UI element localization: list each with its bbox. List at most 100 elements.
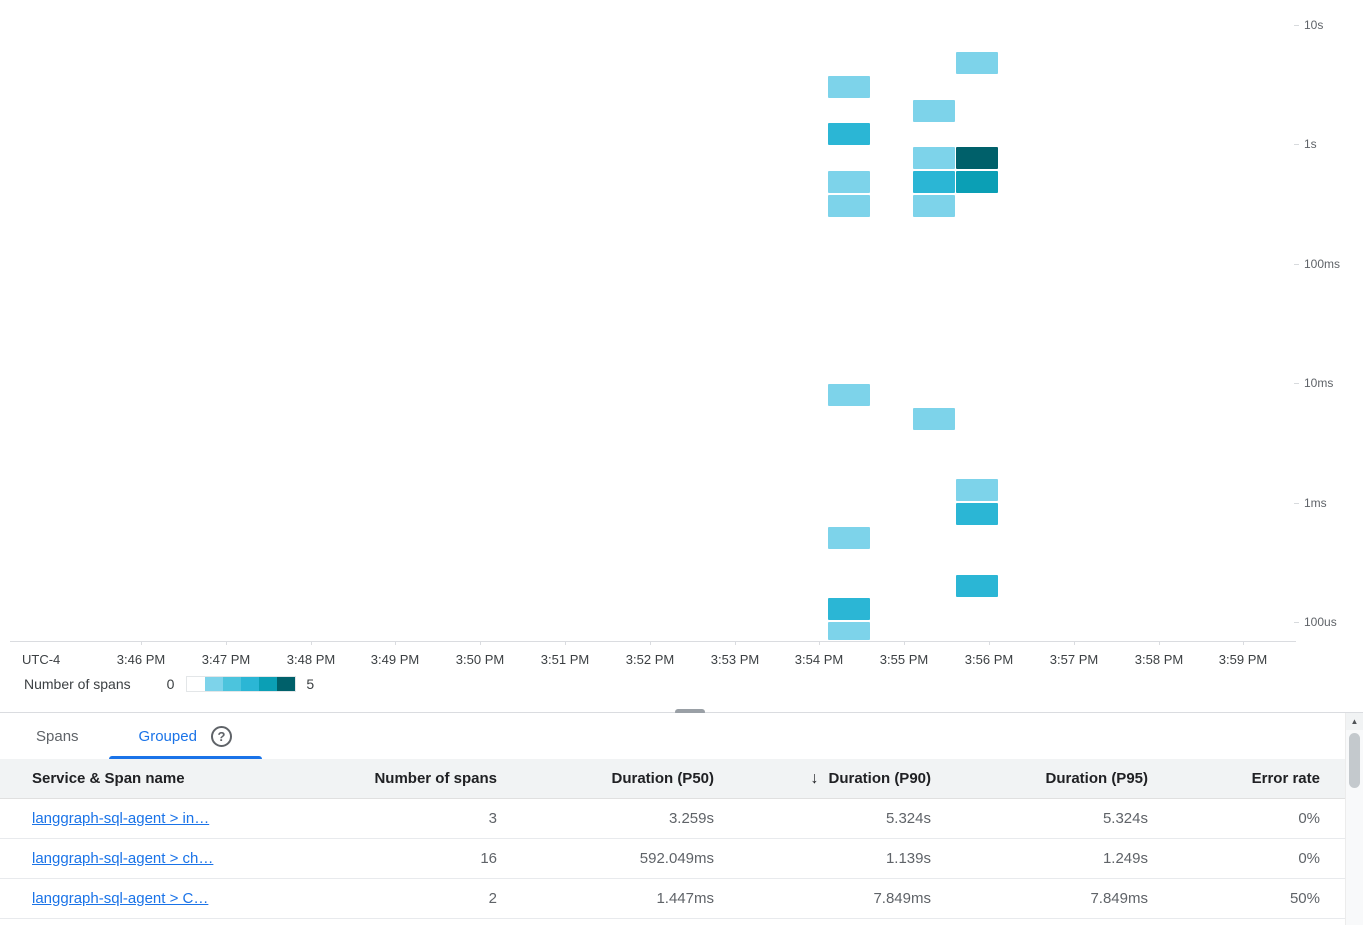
column-header-duration-p95[interactable]: Duration (P95) bbox=[931, 770, 1148, 787]
x-axis-label: 3:47 PM bbox=[201, 652, 251, 667]
table-row: langgraph-sql-agent > ch… 16 592.049ms 1.13… bbox=[0, 839, 1345, 879]
x-axis-tick bbox=[1074, 641, 1075, 645]
heatmap-cell[interactable] bbox=[956, 503, 998, 525]
column-header-service-span-name[interactable]: Service & Span name bbox=[0, 770, 297, 787]
y-axis-tick bbox=[1294, 383, 1299, 384]
cell-number-of-spans: 16 bbox=[480, 850, 497, 867]
tab-spans[interactable]: Spans bbox=[6, 713, 109, 759]
legend-swatch bbox=[277, 677, 296, 691]
table-header: Service & Span name Number of spans Durati… bbox=[0, 759, 1345, 799]
x-axis-label: 3:57 PM bbox=[1049, 652, 1099, 667]
heatmap-cell[interactable] bbox=[956, 171, 998, 193]
table-row: langgraph-sql-agent > C… 2 1.447ms 7.849ms 7… bbox=[0, 879, 1345, 919]
help-icon[interactable]: ? bbox=[210, 725, 232, 747]
legend-swatch bbox=[223, 677, 242, 691]
x-axis-label: 3:51 PM bbox=[540, 652, 590, 667]
x-axis-label: 3:56 PM bbox=[964, 652, 1014, 667]
cell-span-name: langgraph-sql-agent > C… bbox=[0, 890, 297, 907]
legend-min-value: 0 bbox=[166, 676, 175, 692]
x-axis-label: 3:49 PM bbox=[370, 652, 420, 667]
x-axis-label: 3:48 PM bbox=[286, 652, 336, 667]
scrollbar-thumb[interactable] bbox=[1349, 733, 1360, 788]
column-header-label: Error rate bbox=[1251, 770, 1320, 787]
cell-duration-p90: 5.324s bbox=[885, 810, 931, 827]
y-axis-tick bbox=[1294, 264, 1299, 265]
y-axis-label: 100us bbox=[1304, 615, 1337, 629]
legend-gradient bbox=[186, 676, 297, 692]
x-axis-tick bbox=[311, 641, 312, 645]
legend-label: Number of spans bbox=[24, 676, 131, 692]
heatmap-cell[interactable] bbox=[956, 147, 998, 169]
cell-duration-p90: 7.849ms bbox=[873, 890, 931, 907]
y-axis-label: 10ms bbox=[1304, 376, 1334, 390]
legend-swatch bbox=[205, 677, 224, 691]
tab-grouped-label: Grouped bbox=[138, 727, 197, 745]
span-name-link[interactable]: langgraph-sql-agent > ch… bbox=[32, 850, 214, 867]
x-axis-tick bbox=[565, 641, 566, 645]
x-axis-tick bbox=[904, 641, 905, 645]
vertical-scrollbar[interactable]: ▲ bbox=[1345, 713, 1363, 925]
cell-number-of-spans: 2 bbox=[488, 890, 497, 907]
x-axis-tick bbox=[989, 641, 990, 645]
tab-grouped[interactable]: Grouped ? bbox=[108, 713, 263, 759]
cell-number-of-spans: 3 bbox=[488, 810, 497, 827]
column-header-label: Duration (P95) bbox=[1045, 770, 1148, 787]
legend-swatch bbox=[241, 677, 260, 691]
x-axis-tick bbox=[650, 641, 651, 645]
x-axis-label: 3:54 PM bbox=[794, 652, 844, 667]
x-axis-label: 3:50 PM bbox=[455, 652, 505, 667]
heatmap-cell[interactable] bbox=[828, 622, 870, 640]
column-header-duration-p90[interactable]: ↓ Duration (P90) bbox=[714, 770, 931, 788]
x-axis-label: 3:59 PM bbox=[1218, 652, 1268, 667]
y-axis-label: 1ms bbox=[1304, 496, 1327, 510]
cell-error-rate: 0% bbox=[1298, 850, 1320, 867]
heatmap-cell[interactable] bbox=[913, 171, 955, 193]
heatmap-cell[interactable] bbox=[956, 575, 998, 597]
spans-panel: Spans Grouped ? Service & Span name Numbe… bbox=[0, 713, 1345, 925]
heatmap-cell[interactable] bbox=[913, 147, 955, 169]
scroll-up-button[interactable]: ▲ bbox=[1346, 713, 1363, 730]
heatmap-cell[interactable] bbox=[828, 598, 870, 620]
heatmap-cell[interactable] bbox=[828, 384, 870, 406]
x-axis-line bbox=[10, 641, 1296, 642]
x-axis-tick bbox=[735, 641, 736, 645]
column-header-label: Duration (P50) bbox=[611, 770, 714, 787]
heatmap-cell[interactable] bbox=[913, 195, 955, 217]
cell-duration-p95: 1.249s bbox=[1102, 850, 1148, 867]
cell-span-name: langgraph-sql-agent > in… bbox=[0, 810, 297, 827]
tab-bar: Spans Grouped ? bbox=[0, 713, 1345, 759]
column-header-label: Duration (P90) bbox=[828, 769, 931, 787]
heatmap-cell[interactable] bbox=[956, 52, 998, 74]
column-header-number-of-spans[interactable]: Number of spans bbox=[297, 770, 497, 787]
x-axis-tick bbox=[395, 641, 396, 645]
span-name-link[interactable]: langgraph-sql-agent > C… bbox=[32, 890, 209, 907]
heatmap-cell[interactable] bbox=[956, 479, 998, 501]
grouped-spans-table: Service & Span name Number of spans Durati… bbox=[0, 759, 1345, 919]
y-axis-tick bbox=[1294, 622, 1299, 623]
heatmap-cell[interactable] bbox=[828, 76, 870, 98]
heatmap-cell[interactable] bbox=[828, 171, 870, 193]
sort-descending-icon: ↓ bbox=[810, 769, 819, 787]
panel-resize-grip[interactable] bbox=[675, 709, 705, 715]
column-header-label: Service & Span name bbox=[32, 770, 185, 787]
legend-swatch bbox=[187, 677, 206, 691]
heatmap-cell[interactable] bbox=[913, 100, 955, 122]
span-name-link[interactable]: langgraph-sql-agent > in… bbox=[32, 810, 210, 827]
heatmap-cell[interactable] bbox=[828, 527, 870, 549]
heatmap-cell[interactable] bbox=[828, 123, 870, 145]
column-header-error-rate[interactable]: Error rate bbox=[1148, 770, 1345, 787]
heatmap-cell[interactable] bbox=[913, 408, 955, 430]
legend-max-value: 5 bbox=[306, 676, 315, 692]
x-axis-tick bbox=[819, 641, 820, 645]
y-axis-tick bbox=[1294, 144, 1299, 145]
column-header-duration-p50[interactable]: Duration (P50) bbox=[497, 770, 714, 787]
cell-span-name: langgraph-sql-agent > ch… bbox=[0, 850, 297, 867]
x-axis-label: 3:53 PM bbox=[710, 652, 760, 667]
cell-duration-p50: 592.049ms bbox=[639, 850, 714, 867]
panel-divider bbox=[0, 709, 1363, 715]
cell-error-rate: 50% bbox=[1289, 890, 1320, 907]
cell-duration-p50: 1.447ms bbox=[656, 890, 714, 907]
cell-duration-p95: 5.324s bbox=[1102, 810, 1148, 827]
heatmap-cell[interactable] bbox=[828, 195, 870, 217]
x-axis-tick bbox=[480, 641, 481, 645]
